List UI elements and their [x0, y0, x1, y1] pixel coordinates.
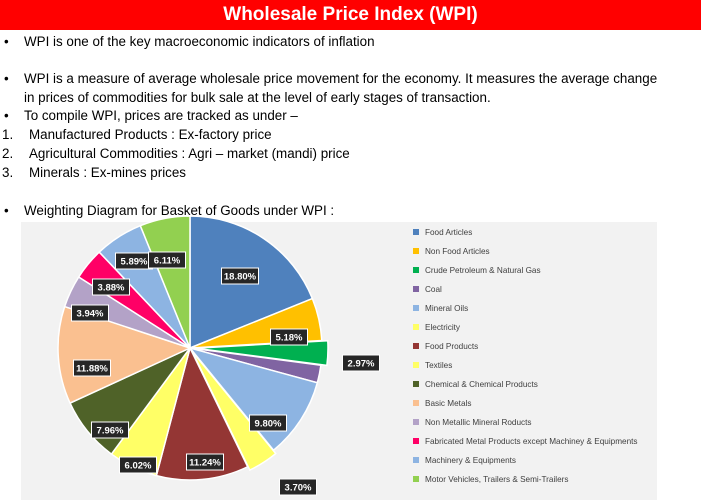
page-title: Wholesale Price Index (WPI): [223, 4, 478, 25]
legend-label: Food Articles: [425, 227, 473, 237]
svg-text:6.11%: 6.11%: [154, 256, 181, 267]
legend-label: Motor Vehicles, Trailers & Semi-Trailers: [425, 474, 569, 484]
bullet-marker: •: [4, 203, 9, 218]
legend-label: Crude Petroleum & Natural Gas: [425, 265, 541, 275]
legend-label: Textiles: [425, 360, 453, 370]
data-label: 18.80%: [221, 267, 259, 285]
pie-slice: [191, 350, 277, 472]
data-label: 11.88%: [73, 359, 111, 377]
legend-item: Food Products: [413, 340, 478, 352]
legend-item: Mineral Oils: [413, 302, 468, 314]
legend-swatch: [413, 419, 419, 425]
data-label: 6.02%: [119, 456, 157, 474]
legend-label: Machinery & Equipments: [425, 455, 517, 465]
legend-swatch: [413, 248, 419, 254]
title-bar: Wholesale Price Index (WPI): [0, 0, 701, 30]
list-item-number: 3.: [2, 165, 14, 180]
pie-slice: [155, 345, 249, 481]
list-item-text: Agricultural Commodities : Agri – market…: [29, 146, 350, 161]
legend-swatch: [413, 229, 419, 235]
data-label: 3.94%: [71, 304, 109, 322]
legend-swatch: [413, 267, 419, 273]
list-item-text: Minerals : Ex-mines prices: [29, 165, 187, 180]
svg-text:2.97%: 2.97%: [348, 359, 375, 370]
bullet-text-weighting: Weighting Diagram for Basket of Goods un…: [24, 203, 335, 218]
legend-label: Non Metallic Mineral Roducts: [425, 417, 532, 427]
legend-item: Crude Petroleum & Natural Gas: [413, 264, 541, 276]
list-item-number: 2.: [2, 146, 14, 161]
legend-item: Chemical & Chemical Products: [413, 378, 538, 390]
bullet-marker: •: [4, 34, 9, 49]
svg-text:5.89%: 5.89%: [121, 257, 148, 268]
svg-text:9.80%: 9.80%: [255, 419, 282, 430]
data-label: 5.18%: [270, 328, 308, 346]
legend-label: Chemical & Chemical Products: [425, 379, 538, 389]
data-label: 7.96%: [91, 421, 129, 439]
legend-label: Electricity: [425, 322, 461, 332]
legend-label: Basic Metals: [425, 398, 472, 408]
bullet-text-wpi-measure-cont: in prices of commodities for bulk sale a…: [24, 90, 491, 105]
pie-slice: [195, 339, 329, 367]
svg-text:3.88%: 3.88%: [98, 283, 125, 294]
legend-item: Non Metallic Mineral Roducts: [413, 416, 531, 428]
legend-label: Coal: [425, 284, 442, 294]
legend-item: Motor Vehicles, Trailers & Semi-Trailers: [413, 473, 568, 485]
legend-label: Food Products: [425, 341, 479, 351]
svg-text:7.96%: 7.96%: [97, 426, 124, 437]
data-label: 11.24%: [186, 453, 224, 471]
legend-swatch: [413, 400, 419, 406]
legend-item: Textiles: [413, 359, 452, 371]
svg-text:18.80%: 18.80%: [224, 272, 257, 283]
legend-swatch: [413, 343, 419, 349]
legend-label: Fabricated Metal Products except Machine…: [425, 436, 638, 446]
legend-swatch: [413, 362, 419, 368]
svg-text:3.70%: 3.70%: [285, 483, 312, 494]
bullet-text-wpi-measure: WPI is a measure of average wholesale pr…: [24, 71, 658, 86]
svg-text:6.02%: 6.02%: [125, 461, 152, 472]
data-label: 3.88%: [92, 278, 130, 296]
legend-item: Fabricated Metal Products except Machine…: [413, 435, 638, 447]
bullet-text-compile: To compile WPI, prices are tracked as un…: [24, 108, 298, 123]
legend-swatch: [413, 438, 419, 444]
data-label: 2.97%: [342, 354, 380, 372]
bullet-marker: •: [4, 71, 9, 86]
legend-item: Electricity: [413, 321, 460, 333]
svg-text:11.88%: 11.88%: [76, 364, 108, 375]
legend-item: Coal: [413, 283, 442, 295]
legend-item: Machinery & Equipments: [413, 454, 516, 466]
legend-swatch: [413, 476, 419, 482]
list-item-text: Manufactured Products : Ex-factory price: [29, 127, 272, 142]
bullet-text-wpi-indicator: WPI is one of the key macroeconomic indi…: [24, 34, 375, 49]
svg-text:3.94%: 3.94%: [77, 309, 104, 320]
legend-label: Non Food Articles: [425, 246, 490, 256]
pie-slice: [139, 215, 191, 349]
list-item-number: 1.: [2, 127, 14, 142]
data-label: 9.80%: [249, 414, 287, 432]
legend-swatch: [413, 457, 419, 463]
legend-item: Basic Metals: [413, 397, 471, 409]
legend-swatch: [413, 381, 419, 387]
legend-item: Food Articles: [413, 226, 472, 238]
bullet-marker: •: [4, 108, 9, 123]
data-label: 6.11%: [148, 251, 186, 269]
legend-label: Mineral Oils: [425, 303, 469, 313]
legend-swatch: [413, 305, 419, 311]
legend-item: Non Food Articles: [413, 245, 490, 257]
data-label: 5.89%: [115, 252, 153, 270]
svg-text:5.18%: 5.18%: [276, 333, 303, 344]
legend-swatch: [413, 324, 419, 330]
data-label: 3.70%: [279, 478, 317, 496]
svg-text:11.24%: 11.24%: [189, 458, 221, 469]
legend-swatch: [413, 286, 419, 292]
pie-slice: [57, 305, 193, 405]
